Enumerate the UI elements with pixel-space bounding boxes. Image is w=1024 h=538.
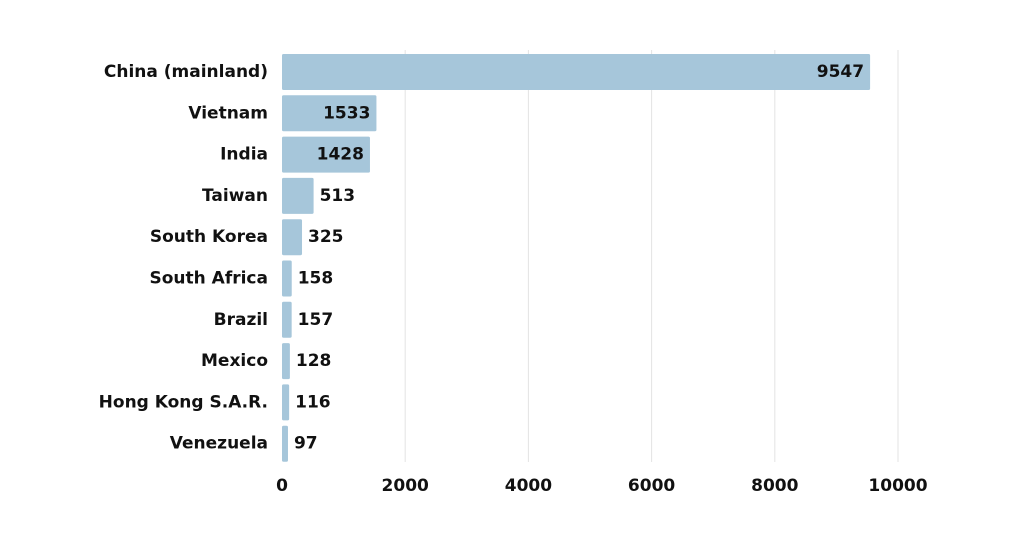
bar: [282, 384, 290, 421]
x-tick-label: 0: [276, 476, 288, 496]
value-label: 9547: [817, 62, 864, 82]
value-labels: 9547 1533 1428 513 325 158 157 128 116 97: [294, 62, 864, 454]
bar: [282, 219, 303, 256]
category-label: Mexico: [201, 351, 268, 371]
bar: [282, 301, 292, 338]
x-tick-label: 8000: [751, 476, 798, 496]
value-label: 116: [295, 392, 331, 412]
category-label: China (mainland): [104, 62, 268, 82]
category-label: Vietnam: [188, 103, 268, 123]
value-label: 1533: [323, 103, 370, 123]
value-label: 513: [320, 186, 356, 206]
category-label: Venezuela: [170, 434, 268, 454]
category-label: India: [220, 145, 268, 165]
x-tick-label: 10000: [868, 476, 927, 496]
category-labels: China (mainland) Vietnam India Taiwan South …: [99, 62, 268, 454]
category-label: Hong Kong S.A.R.: [99, 392, 268, 412]
category-label: South Africa: [150, 269, 269, 289]
x-axis-tick-labels: 0 2000 4000 6000 8000 10000: [276, 476, 928, 496]
value-label: 325: [308, 227, 344, 247]
bar: [282, 177, 314, 214]
value-label: 157: [298, 310, 334, 330]
category-label: Brazil: [214, 310, 268, 330]
bar: [282, 95, 377, 132]
bar: [282, 260, 292, 297]
value-label: 1428: [317, 145, 364, 165]
bar: [282, 343, 290, 380]
bar: [282, 136, 370, 173]
bars: [282, 54, 871, 462]
bar: [282, 54, 871, 90]
x-tick-label: 2000: [382, 476, 429, 496]
x-tick-label: 6000: [628, 476, 675, 496]
grid-lines: [404, 50, 899, 462]
category-label: Taiwan: [202, 186, 268, 206]
category-label: South Korea: [150, 227, 268, 247]
value-label: 128: [296, 351, 332, 371]
x-tick-label: 4000: [505, 476, 552, 496]
bar: [282, 425, 288, 462]
value-label: 158: [298, 269, 334, 289]
value-label: 97: [294, 434, 318, 454]
